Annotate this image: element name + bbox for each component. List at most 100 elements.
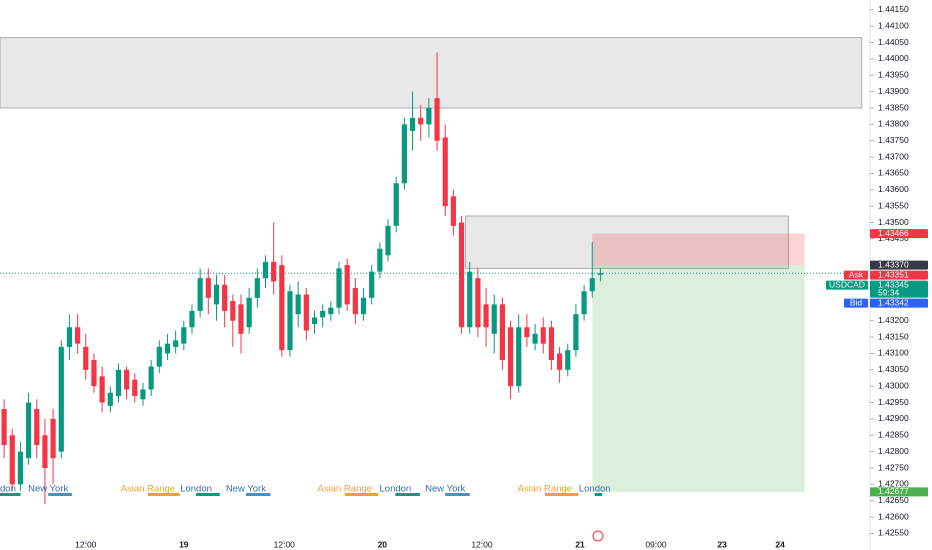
candle-body (9, 435, 15, 485)
price-tag-box (844, 270, 868, 280)
candle-body (328, 307, 334, 315)
candle-body (320, 310, 326, 318)
session-bar (245, 493, 271, 496)
candle-body (483, 304, 489, 328)
candle-body (418, 117, 424, 125)
y-tick-label: 1.44100 (878, 20, 909, 30)
candle-body (25, 402, 32, 459)
y-tick-label: 1.43100 (878, 348, 909, 358)
price-label-box (870, 270, 928, 280)
event-icon[interactable] (592, 530, 604, 542)
candle-body (50, 418, 56, 459)
candle-body (34, 409, 40, 446)
candle-body (426, 108, 432, 125)
y-tick-label: 1.43150 (878, 331, 909, 341)
candle-body (164, 343, 171, 354)
session-label: New York (28, 484, 68, 495)
candle-body (66, 327, 73, 347)
candle-body (401, 124, 407, 184)
plot: London New York Asian Range London New York A… (0, 37, 870, 504)
candle-body (213, 284, 220, 305)
y-tick-label: 1.43050 (878, 364, 909, 374)
candle-body (369, 271, 375, 298)
price-label: 1.43345 (878, 279, 909, 289)
price-tag: Bid (850, 297, 863, 307)
y-tick-label: 1.42700 (878, 479, 909, 489)
candle-body (344, 265, 350, 305)
zone (592, 233, 805, 266)
price-label-box (870, 260, 928, 270)
candle-body (458, 222, 465, 328)
candle-body (589, 278, 595, 292)
candle-body (205, 278, 211, 298)
candle-body (450, 196, 456, 226)
price-tag-box (844, 298, 868, 308)
candle-body (156, 346, 162, 367)
candle-body (91, 360, 97, 387)
candle-body (83, 346, 89, 370)
x-tick-label: 12:00 (75, 539, 97, 549)
x-tick-label: 21 (575, 539, 585, 549)
candle-body (524, 327, 530, 338)
y-tick-label: 1.44000 (878, 53, 909, 63)
y-tick-label: 1.42650 (878, 495, 909, 505)
session-label: Asian Range (121, 484, 175, 495)
y-tick-label: 1.43850 (878, 102, 909, 112)
x-tick-label: 24 (775, 539, 785, 549)
session-bar (196, 493, 220, 496)
session-label: Asian Range (318, 484, 372, 495)
candle-body (377, 248, 383, 272)
candle-body (262, 261, 269, 279)
candle-body (393, 183, 399, 226)
candle-body (246, 297, 252, 328)
x-tick-label: 12:00 (274, 539, 296, 549)
candle-body (181, 327, 187, 344)
candle-body (295, 294, 301, 315)
y-tick-label: 1.42900 (878, 413, 909, 423)
candle-body (360, 297, 367, 315)
candle-body (124, 369, 130, 390)
price-label: 1.42677 (878, 486, 909, 496)
candle-body (573, 314, 579, 351)
y-tick-label: 1.42850 (878, 430, 909, 440)
y-tick-label: 1.43900 (878, 86, 909, 96)
candle-body (499, 304, 505, 360)
y-tick-label: 1.43950 (878, 70, 909, 80)
session-label: London (380, 484, 412, 495)
price-label-box (870, 280, 928, 298)
session-label: London (579, 484, 611, 495)
session-label: New York (226, 484, 266, 495)
candle-body (532, 333, 538, 344)
y-tick-label: 1.43500 (878, 217, 909, 227)
candle-body (548, 327, 555, 360)
session-label: London (0, 484, 16, 495)
candle-body (99, 376, 105, 403)
y-tick-label: 1.43000 (878, 380, 909, 390)
x-tick-label: 09:00 (645, 539, 667, 549)
candle-body (279, 265, 285, 351)
y-tick-label: 1.43650 (878, 168, 909, 178)
candle-body (556, 353, 563, 370)
price-label: 1.43342 (878, 297, 909, 307)
y-tick-label: 1.43750 (878, 135, 909, 145)
x-tick-label: 12:00 (471, 539, 493, 549)
price-tag: USDCAD (829, 279, 865, 289)
y-tick-label: 1.43800 (878, 119, 909, 129)
price-tag-box (826, 280, 868, 290)
session-bar (48, 493, 72, 496)
y-tick-label: 1.42550 (878, 528, 909, 538)
candle-body (271, 261, 277, 282)
zone (592, 265, 805, 492)
price-label-box (870, 229, 928, 239)
y-tick-label: 1.44150 (878, 4, 909, 14)
session-label: Asian Range (518, 484, 572, 495)
y-tick-label: 1.42750 (878, 462, 909, 472)
price-label-countdown: 59:34 (878, 287, 900, 297)
session-bar (594, 493, 603, 496)
candle-body (132, 379, 138, 396)
session-bar (395, 493, 420, 496)
session-bar (344, 493, 379, 496)
candle-body (303, 294, 309, 331)
